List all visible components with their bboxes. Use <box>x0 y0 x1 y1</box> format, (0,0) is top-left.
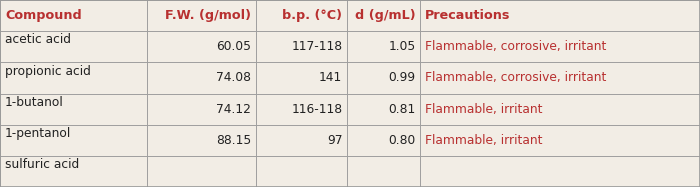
Text: 0.80: 0.80 <box>389 134 416 147</box>
Bar <box>420 94 700 125</box>
Bar <box>256 0 346 31</box>
Text: 1.05: 1.05 <box>389 40 416 53</box>
Bar <box>420 31 700 62</box>
Bar <box>346 125 420 156</box>
Text: propionic acid: propionic acid <box>5 65 91 78</box>
Bar <box>420 125 700 156</box>
Bar <box>346 0 420 31</box>
Text: 60.05: 60.05 <box>216 40 251 53</box>
Bar <box>147 0 256 31</box>
Bar <box>256 125 346 156</box>
Bar <box>256 31 346 62</box>
Text: 116-118: 116-118 <box>291 103 342 116</box>
Text: Compound: Compound <box>5 9 82 22</box>
Text: Flammable, irritant: Flammable, irritant <box>425 103 542 116</box>
Text: 0.81: 0.81 <box>389 103 416 116</box>
Text: 0.99: 0.99 <box>389 71 416 84</box>
Bar <box>0 94 147 125</box>
Text: 97: 97 <box>327 134 342 147</box>
Bar <box>346 94 420 125</box>
Bar <box>0 0 147 31</box>
Text: Precautions: Precautions <box>425 9 510 22</box>
Bar <box>147 125 256 156</box>
Text: d (g/mL): d (g/mL) <box>355 9 416 22</box>
Bar <box>0 31 147 62</box>
Bar <box>256 156 346 187</box>
Text: b.p. (°C): b.p. (°C) <box>282 9 342 22</box>
Text: 74.12: 74.12 <box>216 103 251 116</box>
Bar <box>147 94 256 125</box>
Bar <box>147 31 256 62</box>
Text: sulfuric acid: sulfuric acid <box>5 158 79 171</box>
Text: 117-118: 117-118 <box>291 40 342 53</box>
Text: Flammable, corrosive, irritant: Flammable, corrosive, irritant <box>425 40 606 53</box>
Bar <box>346 156 420 187</box>
Text: 141: 141 <box>319 71 342 84</box>
Bar <box>147 156 256 187</box>
Text: Flammable, corrosive, irritant: Flammable, corrosive, irritant <box>425 71 606 84</box>
Bar <box>420 0 700 31</box>
Bar <box>346 31 420 62</box>
Text: 1-butanol: 1-butanol <box>5 96 64 109</box>
Bar <box>346 62 420 94</box>
Bar <box>256 94 346 125</box>
Bar <box>420 62 700 94</box>
Bar <box>420 156 700 187</box>
Bar <box>256 62 346 94</box>
Bar <box>147 62 256 94</box>
Text: 74.08: 74.08 <box>216 71 251 84</box>
Text: 88.15: 88.15 <box>216 134 251 147</box>
Text: Flammable, irritant: Flammable, irritant <box>425 134 542 147</box>
Bar <box>0 62 147 94</box>
Text: 1-pentanol: 1-pentanol <box>5 127 71 140</box>
Bar <box>0 125 147 156</box>
Bar <box>0 156 147 187</box>
Text: F.W. (g/mol): F.W. (g/mol) <box>165 9 251 22</box>
Text: acetic acid: acetic acid <box>5 33 71 46</box>
